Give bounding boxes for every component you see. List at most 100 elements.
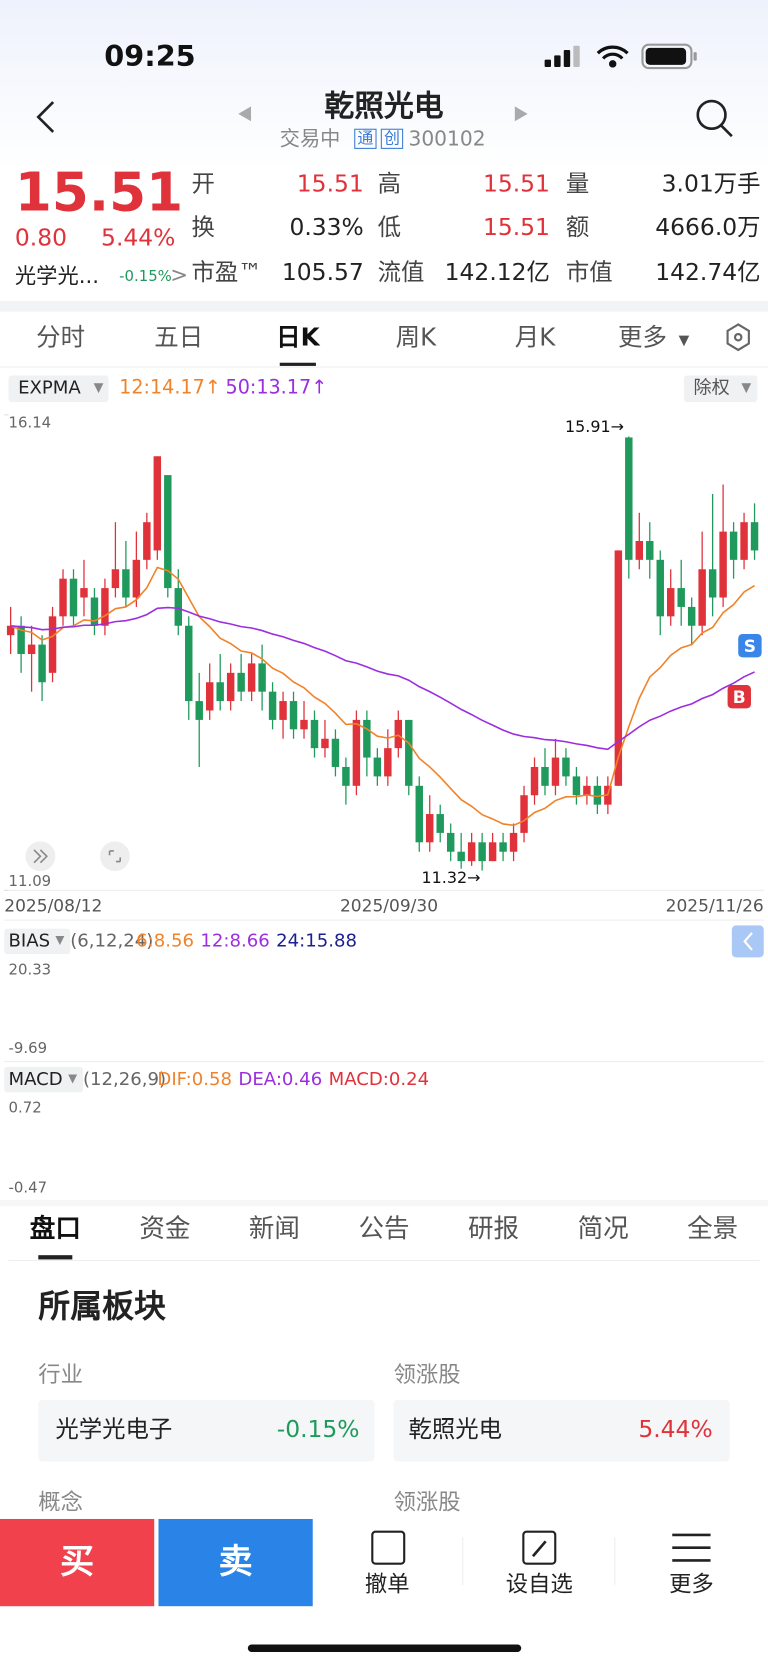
watch-icon [522, 1530, 557, 1565]
candle-body [331, 738, 340, 767]
indicator-value: 12:8.66 [200, 930, 270, 953]
buy-marker [727, 685, 751, 709]
detail-tab[interactable]: 公告 [358, 1213, 410, 1244]
indicator-box[interactable] [4, 1066, 83, 1093]
prev-icon[interactable] [238, 106, 252, 122]
chart-tab[interactable]: 月K [514, 324, 556, 353]
candle-body [562, 757, 570, 777]
next-icon[interactable] [514, 106, 528, 122]
detail-tab[interactable]: 盘口 [29, 1213, 81, 1244]
field-value: 142.12亿 [444, 259, 550, 287]
search-icon[interactable] [696, 99, 727, 131]
indicator-params: (6,12,24) [70, 930, 154, 953]
sell-label[interactable]: 卖 [218, 1541, 253, 1582]
indicator-name[interactable]: BIAS [8, 930, 51, 953]
adjust-box[interactable] [683, 375, 758, 403]
x-tick-label: 2025/11/26 [665, 895, 764, 916]
candle-body [384, 748, 392, 777]
indicator-params: (12,26,9) [82, 1069, 167, 1091]
sector-card[interactable] [393, 1399, 730, 1462]
field-value: 15.51 [482, 171, 550, 198]
leader-name: 乾照光电 [408, 1416, 503, 1444]
candle-body [572, 776, 581, 796]
chart-tab[interactable]: 日K [276, 324, 320, 353]
industry-name: 光学光电子 [55, 1416, 173, 1444]
ema-line [10, 606, 755, 751]
sell-button[interactable] [158, 1518, 313, 1607]
field-label: 高 [377, 171, 402, 198]
dropdown: ▼ [68, 1071, 78, 1085]
candle-body [646, 541, 654, 560]
search-icon [720, 124, 733, 138]
chart-tab[interactable]: 分时 [36, 324, 86, 353]
chevron: > [170, 261, 189, 288]
indicator-box[interactable] [8, 375, 109, 403]
field-value: 15.51 [296, 171, 364, 198]
detail-tab[interactable]: 新闻 [248, 1213, 300, 1244]
dropdown: ▼ [55, 932, 65, 947]
detail-tab[interactable]: 资金 [139, 1213, 191, 1244]
indicator-value: 6:8.56 [136, 930, 195, 953]
field-value: 0.33% [289, 214, 364, 242]
candle-body [467, 842, 476, 862]
detail-tab[interactable]: 全景 [687, 1213, 739, 1244]
chart-tab[interactable]: 更多 [618, 324, 667, 353]
candle-body [132, 559, 141, 598]
marker-letter: S [744, 637, 756, 657]
candle-body [729, 531, 738, 560]
sector-name[interactable]: 光学光... [14, 262, 100, 289]
candle-body [17, 625, 25, 654]
candle-body [457, 851, 465, 862]
y-tick-label: 16.14 [8, 414, 52, 432]
candle-body [101, 588, 109, 626]
annotation: 15.91→ [564, 417, 625, 437]
action-label[interactable]: 更多 [669, 1571, 714, 1597]
candle-body [216, 682, 224, 702]
candle-body [6, 625, 15, 636]
chart-tab[interactable]: 五日 [154, 324, 204, 353]
buy-label[interactable]: 买 [60, 1541, 95, 1582]
dropdown: ▼ [741, 379, 752, 395]
indicator-box[interactable] [4, 928, 71, 955]
candle-body [352, 719, 361, 786]
detail-tab[interactable]: 简况 [577, 1213, 629, 1244]
candle-body [185, 625, 193, 702]
label: 领涨股 [393, 1489, 461, 1515]
candle-body [59, 578, 67, 617]
candle-body [237, 672, 245, 692]
adjust[interactable]: 除权 [693, 377, 730, 399]
clock: 09:25 [104, 40, 196, 74]
indicator-name[interactable]: EXPMA [18, 377, 81, 399]
action-label[interactable]: 撤单 [364, 1571, 410, 1597]
field-label: 市值 [565, 259, 613, 287]
collapse-button[interactable] [731, 925, 764, 958]
dropdown: ▼ [678, 332, 690, 349]
price-change: 0.80 [14, 225, 67, 253]
marker-letter: B [733, 688, 746, 708]
candle-body [122, 569, 130, 598]
candle-body [740, 522, 748, 560]
action-label[interactable]: 设自选 [505, 1571, 573, 1597]
y-tick-label: 0.72 [8, 1099, 42, 1117]
buy-button[interactable] [0, 1518, 155, 1607]
label: 行业 [38, 1361, 83, 1388]
candle-body [551, 757, 560, 786]
annotation: 11.32→ [421, 868, 481, 888]
back-icon[interactable] [36, 101, 55, 133]
candle-body [446, 832, 455, 852]
candle-body [373, 757, 382, 777]
revoke-icon [371, 1530, 406, 1565]
badge: 通 [354, 128, 377, 149]
settings-icon[interactable] [726, 323, 750, 352]
detail-tab[interactable]: 研报 [468, 1213, 520, 1244]
candle-body [164, 475, 172, 589]
sector-card[interactable] [38, 1399, 375, 1462]
field-value: 3.01万手 [661, 171, 761, 198]
indicator-name[interactable]: MACD [8, 1069, 63, 1091]
signal-icon [544, 45, 580, 68]
candle-body [666, 588, 675, 617]
fullscreen-button[interactable] [99, 841, 130, 872]
chart-tab[interactable]: 周K [395, 324, 437, 353]
candle-body [405, 719, 413, 786]
